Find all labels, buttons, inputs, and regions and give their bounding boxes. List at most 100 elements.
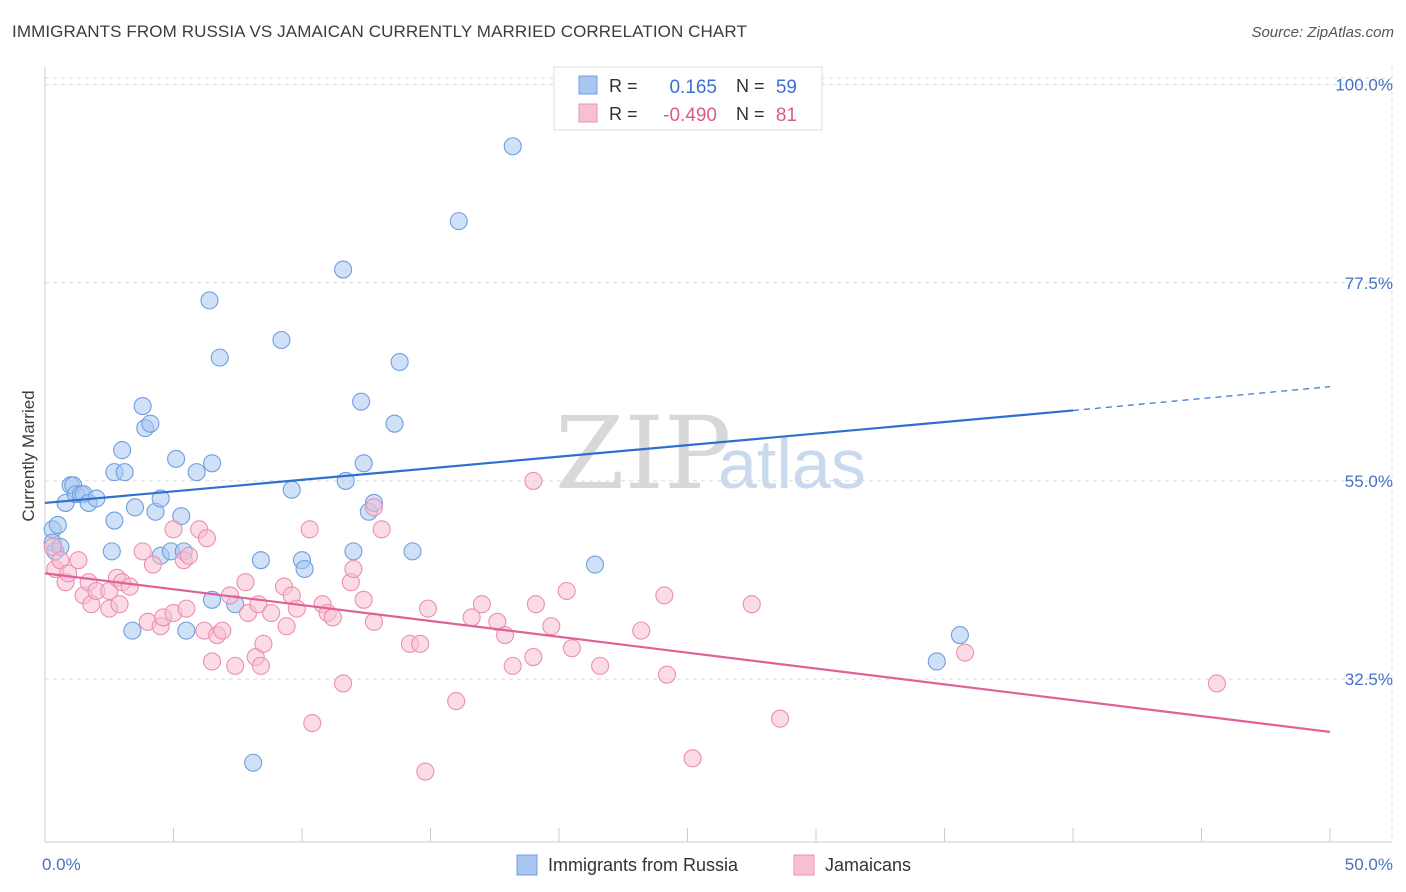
source-label: Source: ZipAtlas.com <box>1251 24 1394 41</box>
trend-lines <box>44 386 1331 734</box>
point-russia-33 <box>203 454 222 473</box>
point-russia-16 <box>113 441 132 460</box>
trend-line-jamaicans <box>44 572 1331 734</box>
point-russia-14 <box>105 511 124 530</box>
point-jamaicans-59 <box>416 762 435 781</box>
point-jamaicans-24 <box>177 599 196 618</box>
grid-lines <box>45 67 1393 842</box>
point-jamaicans-66 <box>503 656 522 675</box>
point-russia-47 <box>354 454 373 473</box>
point-jamaicans-70 <box>542 617 561 636</box>
watermark-atlas: atlas <box>718 425 866 503</box>
legend-top: R = 0.165 N = 59 R = -0.490 N = 81 <box>553 66 823 131</box>
bottom-legend-label-jamaicans: Jamaicans <box>825 855 911 875</box>
point-jamaicans-61 <box>447 692 466 711</box>
point-jamaicans-54 <box>364 612 384 631</box>
point-jamaicans-33 <box>226 656 245 675</box>
point-russia-22 <box>141 414 160 433</box>
point-jamaicans-63 <box>472 595 491 614</box>
point-jamaicans-55 <box>364 498 384 517</box>
point-russia-20 <box>133 397 152 416</box>
point-russia-27 <box>167 449 186 468</box>
point-jamaicans-13 <box>110 595 129 614</box>
point-russia-40 <box>282 480 301 499</box>
y-tick-label-3: 32.5% <box>1345 670 1393 689</box>
point-russia-35 <box>210 348 229 367</box>
tick-labels: 100.0% 77.5% 55.0% 32.5% 0.0% 50.0% <box>42 76 1393 874</box>
bottom-legend-label-russia: Immigrants from Russia <box>548 855 739 875</box>
point-russia-46 <box>352 392 371 411</box>
point-jamaicans-71 <box>557 581 576 601</box>
point-jamaicans-46 <box>303 714 322 733</box>
point-jamaicans-21 <box>164 520 183 539</box>
point-russia-25 <box>151 489 170 508</box>
bottom-legend-swatch-russia <box>516 854 538 876</box>
watermark-zip: ZIP <box>555 395 731 512</box>
point-jamaicans-58 <box>411 634 430 653</box>
point-jamaicans-74 <box>632 621 651 640</box>
point-jamaicans-50 <box>334 674 353 693</box>
point-jamaicans-5 <box>69 551 88 570</box>
point-jamaicans-72 <box>562 639 581 658</box>
point-jamaicans-40 <box>262 603 281 623</box>
point-russia-32 <box>200 291 219 310</box>
point-russia-50 <box>385 414 404 433</box>
point-jamaicans-28 <box>197 529 216 548</box>
point-russia-45 <box>344 542 363 561</box>
point-jamaicans-75 <box>655 586 674 605</box>
legend-n-label-jamaicans: N = <box>736 104 765 124</box>
point-jamaicans-15 <box>120 577 139 596</box>
point-jamaicans-49 <box>323 608 342 627</box>
point-russia-30 <box>177 621 196 640</box>
point-jamaicans-39 <box>254 634 273 653</box>
point-jamaicans-73 <box>591 656 610 675</box>
point-russia-19 <box>125 498 144 517</box>
point-russia-56 <box>585 555 605 574</box>
point-russia-17 <box>115 463 134 482</box>
point-russia-42 <box>295 559 314 579</box>
axes <box>44 67 1392 843</box>
point-russia-57 <box>927 652 946 671</box>
point-jamaicans-45 <box>300 520 319 539</box>
chart-title: IMMIGRANTS FROM RUSSIA VS JAMAICAN CURRE… <box>12 22 747 41</box>
point-russia-54 <box>503 137 522 156</box>
point-russia-53 <box>449 212 468 231</box>
point-jamaicans-42 <box>277 617 296 636</box>
legend-r-label-russia: R = <box>609 76 638 96</box>
legend-r-label-jamaicans: R = <box>609 104 638 124</box>
point-jamaicans-76 <box>657 665 676 684</box>
point-jamaicans-69 <box>526 595 545 614</box>
bottom-legend-swatch-jamaicans <box>793 854 815 876</box>
point-jamaicans-25 <box>179 546 198 565</box>
x-tick-label-1: 50.0% <box>1345 855 1393 874</box>
point-jamaicans-56 <box>372 520 391 539</box>
point-jamaicans-81 <box>1207 674 1226 693</box>
point-russia-38 <box>251 551 270 570</box>
point-jamaicans-67 <box>524 648 543 667</box>
point-russia-13 <box>102 542 121 561</box>
point-jamaicans-29 <box>203 652 222 671</box>
point-russia-39 <box>272 330 291 350</box>
point-jamaicans-77 <box>683 749 702 768</box>
trend-line-extension-russia <box>1072 386 1331 412</box>
point-jamaicans-52 <box>344 559 363 579</box>
point-russia-58 <box>950 625 969 645</box>
legend-r-value-russia: 0.165 <box>669 77 717 98</box>
point-jamaicans-78 <box>742 595 761 614</box>
trend-line-russia <box>44 409 1074 505</box>
legend-n-label-russia: N = <box>736 76 765 96</box>
point-jamaicans-38 <box>251 656 270 675</box>
point-jamaicans-80 <box>956 643 975 662</box>
point-russia-43 <box>334 260 353 279</box>
legend-swatch-jamaicans <box>578 103 598 123</box>
point-jamaicans-79 <box>770 709 790 728</box>
legend-bottom: Immigrants from Russia Jamaicans <box>516 854 911 876</box>
point-russia-51 <box>390 352 409 372</box>
point-jamaicans-18 <box>143 555 162 574</box>
x-tick-label-0: 0.0% <box>42 855 81 874</box>
point-jamaicans-53 <box>354 590 373 609</box>
point-jamaicans-31 <box>213 621 232 640</box>
y-tick-label-2: 55.0% <box>1345 472 1393 491</box>
legend-n-value-jamaicans: 81 <box>776 105 797 126</box>
